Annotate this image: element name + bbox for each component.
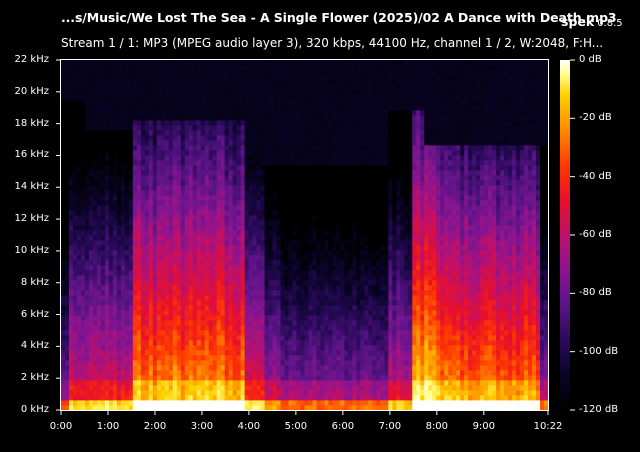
frequency-tick-label: 4 kHz xyxy=(20,340,49,352)
frequency-tick-label: 8 kHz xyxy=(20,276,49,288)
frequency-tick-label: 20 kHz xyxy=(14,85,49,97)
frequency-tick-label: 10 kHz xyxy=(14,244,49,256)
time-tick-label: 2:00 xyxy=(143,421,167,432)
time-tick-label: 1:00 xyxy=(96,421,120,432)
db-tick-label: 0 dB xyxy=(579,54,602,65)
frequency-tick-label: 0 kHz xyxy=(20,404,49,415)
time-tick-label: 0:00 xyxy=(49,421,73,432)
time-tick-label: 5:00 xyxy=(284,421,308,432)
time-tick-label: 6:00 xyxy=(331,421,355,432)
frequency-tick-label: 14 kHz xyxy=(14,181,49,193)
time-tick-label: 7:00 xyxy=(378,421,402,432)
app-version: 0.8.5 xyxy=(597,18,623,29)
frequency-tick-label: 16 kHz xyxy=(14,149,49,161)
time-tick-label: 10:22 xyxy=(533,421,563,432)
db-colorbar xyxy=(560,60,570,410)
axis-ticks xyxy=(56,59,575,415)
time-tick-label: 8:00 xyxy=(425,421,449,432)
time-tick-label: 9:00 xyxy=(472,421,496,432)
time-tick-label: 3:00 xyxy=(190,421,214,432)
db-tick-label: -80 dB xyxy=(579,287,612,299)
stream-info: Stream 1 / 1: MP3 (MPEG audio layer 3), … xyxy=(61,36,604,50)
db-tick-label: -120 dB xyxy=(579,404,619,415)
frequency-tick-label: 2 kHz xyxy=(20,372,49,384)
time-tick-label: 4:00 xyxy=(237,421,261,432)
db-tick-label: -60 dB xyxy=(579,229,612,240)
frequency-tick-label: 6 kHz xyxy=(20,308,49,320)
app-name: spek xyxy=(561,14,595,29)
file-title: ...s/Music/We Lost The Sea - A Single Fl… xyxy=(61,10,617,25)
frequency-tick-label: 22 kHz xyxy=(14,54,49,65)
frequency-tick-label: 18 kHz xyxy=(14,117,49,129)
db-tick-label: -40 dB xyxy=(579,170,612,182)
plot-frame xyxy=(60,59,549,411)
app-badge: spek 0.8.5 xyxy=(561,11,623,30)
spectrogram-image xyxy=(61,60,549,411)
db-tick-label: -100 dB xyxy=(579,345,619,357)
frequency-tick-label: 12 kHz xyxy=(14,213,49,225)
db-tick-label: -20 dB xyxy=(579,112,612,124)
